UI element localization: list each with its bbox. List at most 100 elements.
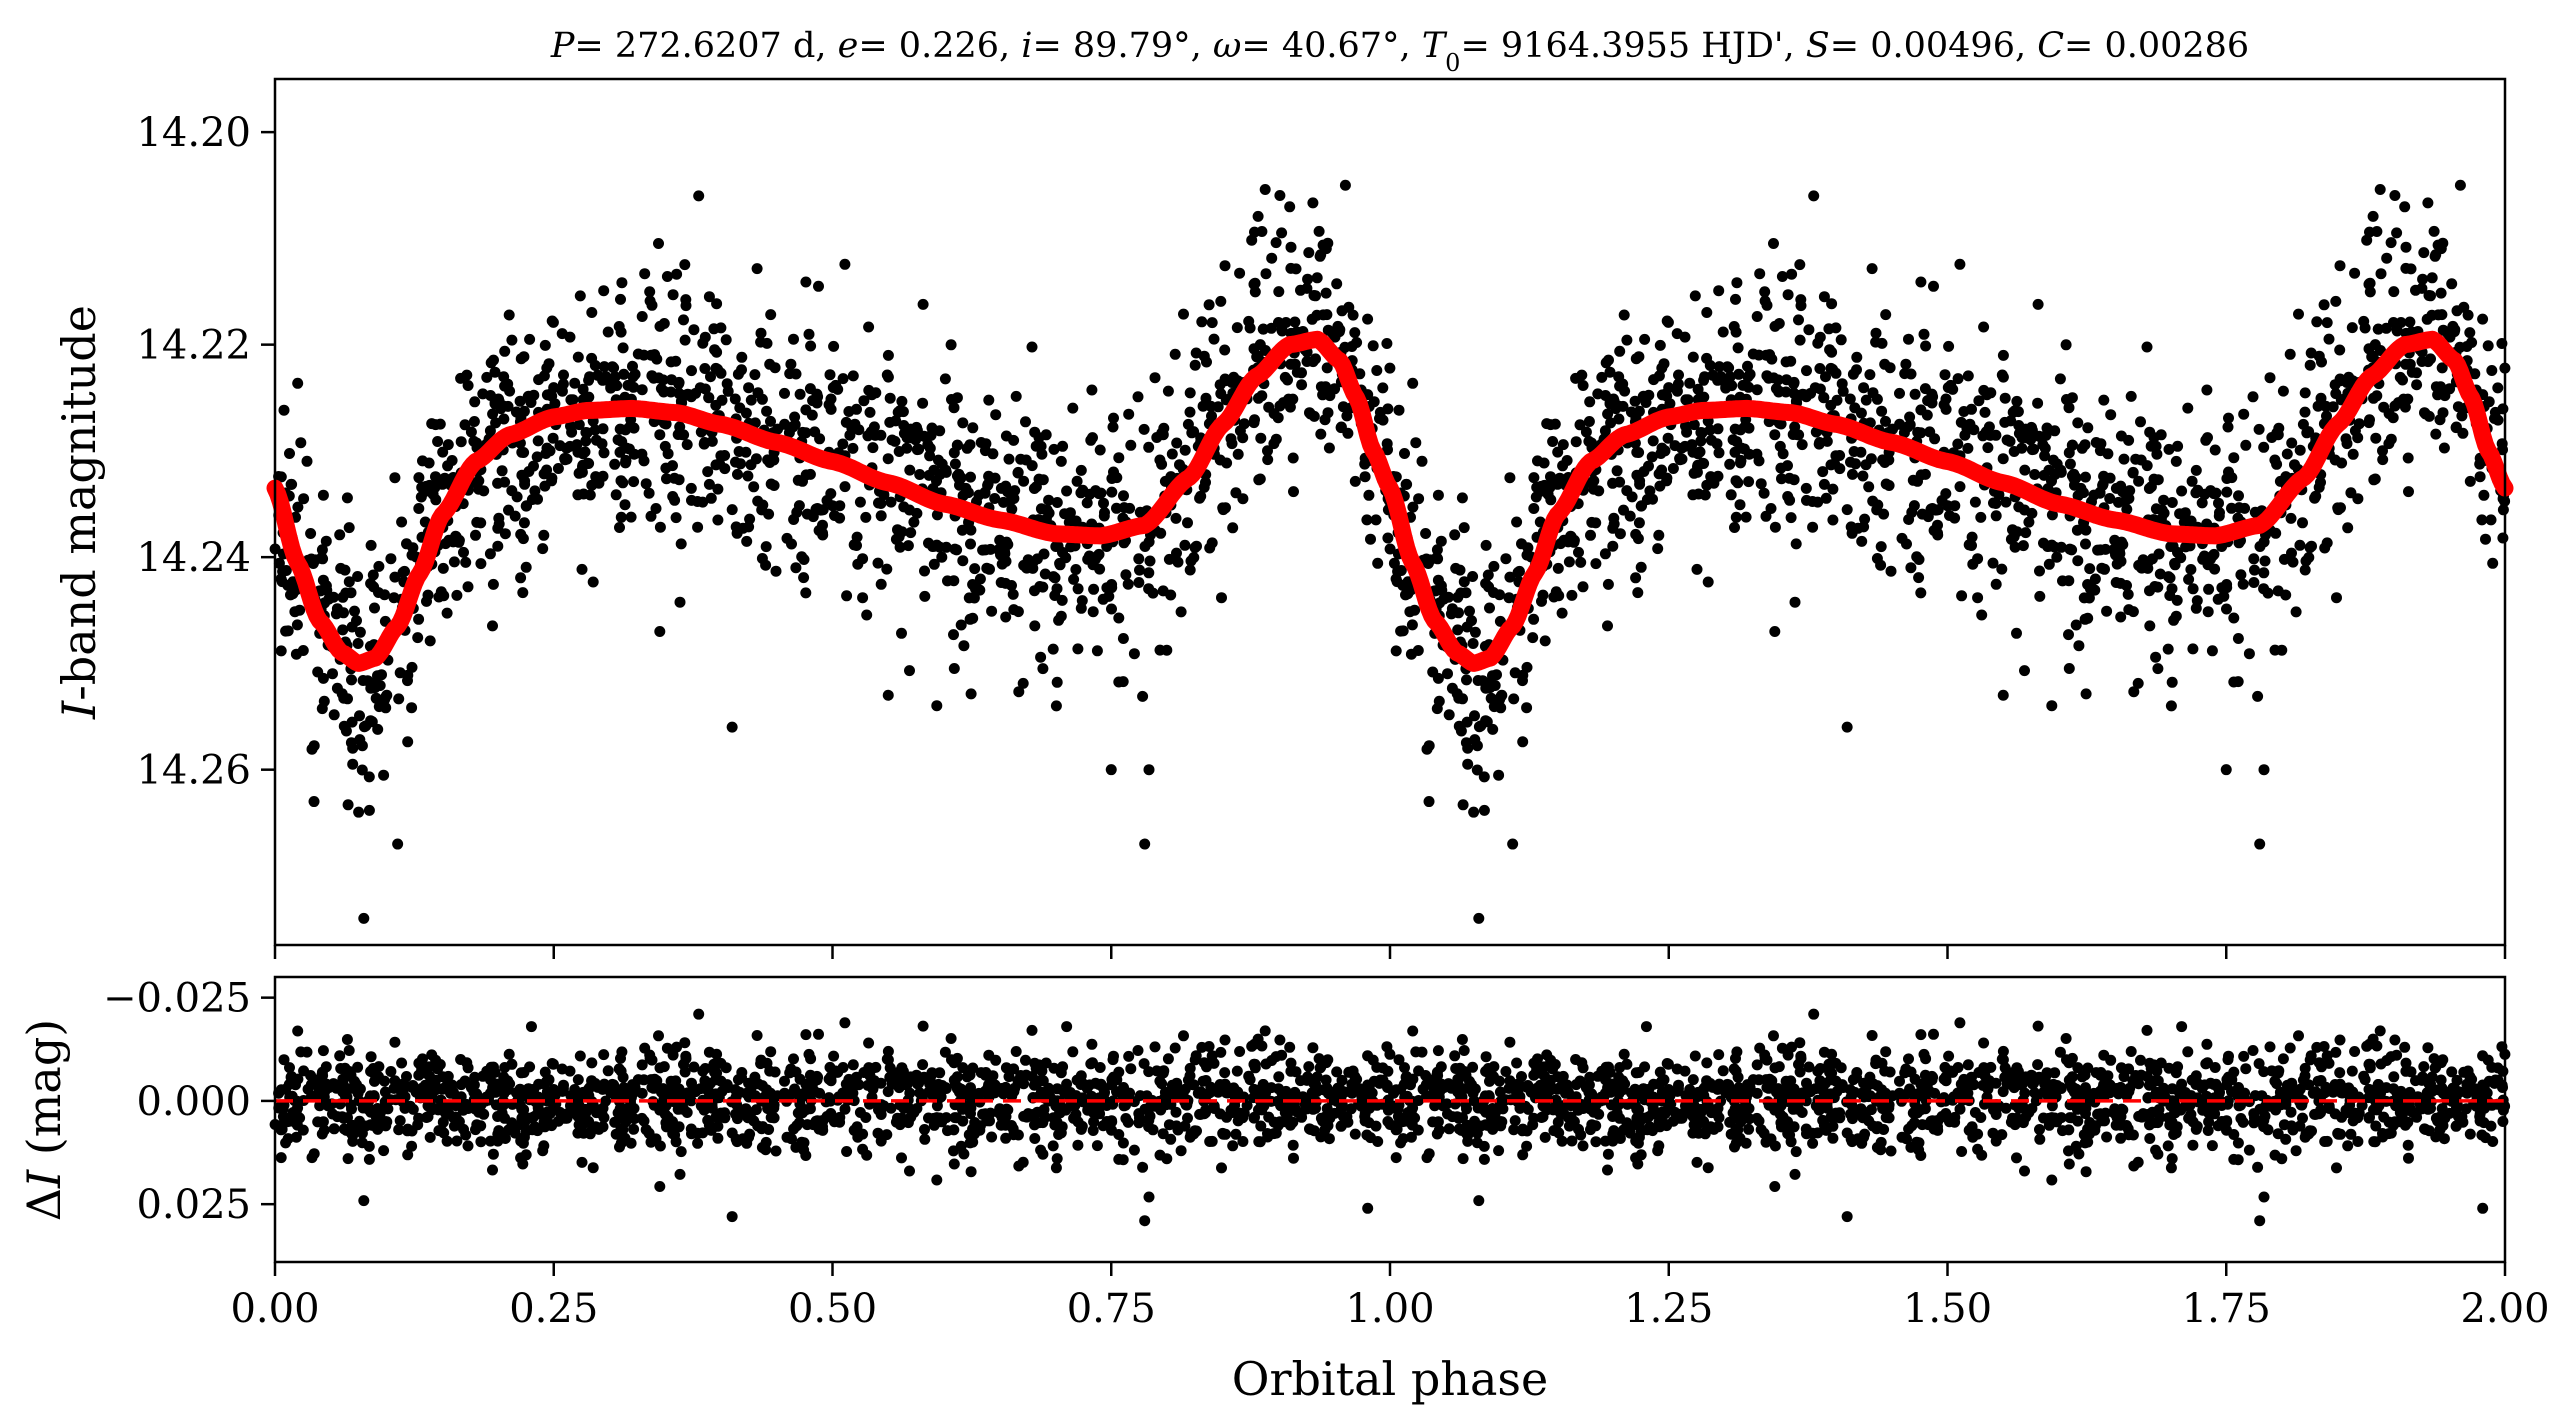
observed-point xyxy=(423,457,435,469)
residual-point xyxy=(2485,1120,2497,1132)
outlier-point xyxy=(2254,838,2266,850)
observed-point xyxy=(352,638,364,649)
observed-point xyxy=(2381,252,2393,264)
observed-point xyxy=(1621,485,1633,497)
observed-point xyxy=(793,500,805,512)
residual-point xyxy=(1399,1062,1410,1074)
observed-point xyxy=(2123,434,2135,446)
observed-point xyxy=(2034,565,2045,577)
observed-point xyxy=(2073,640,2085,652)
observed-point xyxy=(1317,389,1329,401)
observed-point xyxy=(1384,362,1396,374)
observed-point xyxy=(316,544,328,556)
observed-point xyxy=(1026,341,1038,353)
observed-point xyxy=(615,293,626,305)
observed-point xyxy=(363,804,375,816)
residual-point xyxy=(814,1087,826,1099)
observed-point xyxy=(1166,448,1178,460)
observed-point xyxy=(447,536,459,548)
residual-point xyxy=(556,1063,568,1075)
observed-point xyxy=(1113,452,1125,464)
observed-point xyxy=(519,478,531,490)
observed-point xyxy=(2303,552,2315,563)
observed-point xyxy=(619,499,631,511)
observed-point xyxy=(644,295,656,307)
observed-point xyxy=(1610,403,1622,415)
observed-point xyxy=(1692,383,1704,395)
residual-point xyxy=(2203,1116,2215,1128)
observed-point xyxy=(399,565,410,577)
residual-point xyxy=(1107,1054,1119,1066)
observed-point xyxy=(1673,369,1684,381)
observed-point xyxy=(1630,572,1642,584)
observed-point xyxy=(1393,404,1405,416)
observed-point xyxy=(1573,546,1584,558)
residual-point xyxy=(765,1046,777,1058)
observed-point xyxy=(1541,418,1553,430)
observed-point xyxy=(1632,533,1644,545)
observed-point xyxy=(1713,361,1725,373)
observed-point xyxy=(413,503,425,514)
observed-point xyxy=(1399,448,1410,459)
observed-point xyxy=(1252,210,1264,222)
observed-point xyxy=(1270,237,1282,249)
observed-point xyxy=(1614,528,1626,540)
observed-point xyxy=(2178,516,2190,528)
observed-point xyxy=(1008,604,1020,616)
residual-point xyxy=(1729,1141,1740,1153)
observed-point xyxy=(2183,573,2195,585)
observed-point xyxy=(1737,379,1749,391)
observed-point xyxy=(2110,577,2122,588)
observed-point xyxy=(1590,558,1602,570)
observed-point xyxy=(640,478,652,490)
residual-point xyxy=(346,1103,357,1115)
observed-point xyxy=(2363,417,2375,429)
observed-point xyxy=(2190,464,2202,476)
observed-point xyxy=(1108,412,1119,424)
residual-point xyxy=(1182,1112,1193,1124)
observed-point xyxy=(1755,478,1767,490)
observed-point xyxy=(1927,391,1939,403)
observed-point xyxy=(1818,291,1830,303)
observed-point xyxy=(2311,316,2323,328)
residual-point xyxy=(2400,1065,2412,1077)
observed-point xyxy=(1908,500,1920,512)
observed-point xyxy=(1639,333,1651,345)
observed-point xyxy=(402,675,413,687)
observed-point xyxy=(1362,313,1374,325)
observed-point xyxy=(1676,453,1688,465)
observed-point xyxy=(2432,389,2444,401)
observed-point xyxy=(2426,272,2438,284)
observed-point xyxy=(531,451,543,463)
observed-point xyxy=(2013,501,2025,513)
observed-point xyxy=(1903,514,1915,525)
observed-point xyxy=(765,309,777,321)
observed-point xyxy=(983,470,995,482)
observed-point xyxy=(2402,452,2414,464)
observed-point xyxy=(1253,474,1265,486)
residual-point xyxy=(882,1054,894,1066)
observed-point xyxy=(328,591,339,603)
observed-point xyxy=(343,576,355,588)
observed-point xyxy=(280,565,292,576)
observed-point xyxy=(1824,344,1836,356)
observed-point xyxy=(2208,548,2220,560)
observed-point xyxy=(1517,736,1529,748)
observed-point xyxy=(2273,422,2285,434)
observed-point xyxy=(1940,488,1952,500)
observed-point xyxy=(896,526,908,538)
outlier-point xyxy=(2220,764,2232,776)
observed-point xyxy=(1432,553,1444,565)
observed-point xyxy=(367,569,379,581)
observed-point xyxy=(2293,308,2304,320)
observed-point xyxy=(1629,395,1641,407)
residual-point xyxy=(917,1059,929,1071)
observed-point xyxy=(2410,284,2421,296)
residual-point xyxy=(1393,1054,1405,1066)
residual-point xyxy=(1482,1063,1494,1074)
outlier-point xyxy=(1808,190,1820,202)
observed-point xyxy=(905,527,917,539)
observed-point xyxy=(1562,536,1574,548)
observed-point xyxy=(1653,529,1665,541)
observed-point xyxy=(866,427,878,439)
